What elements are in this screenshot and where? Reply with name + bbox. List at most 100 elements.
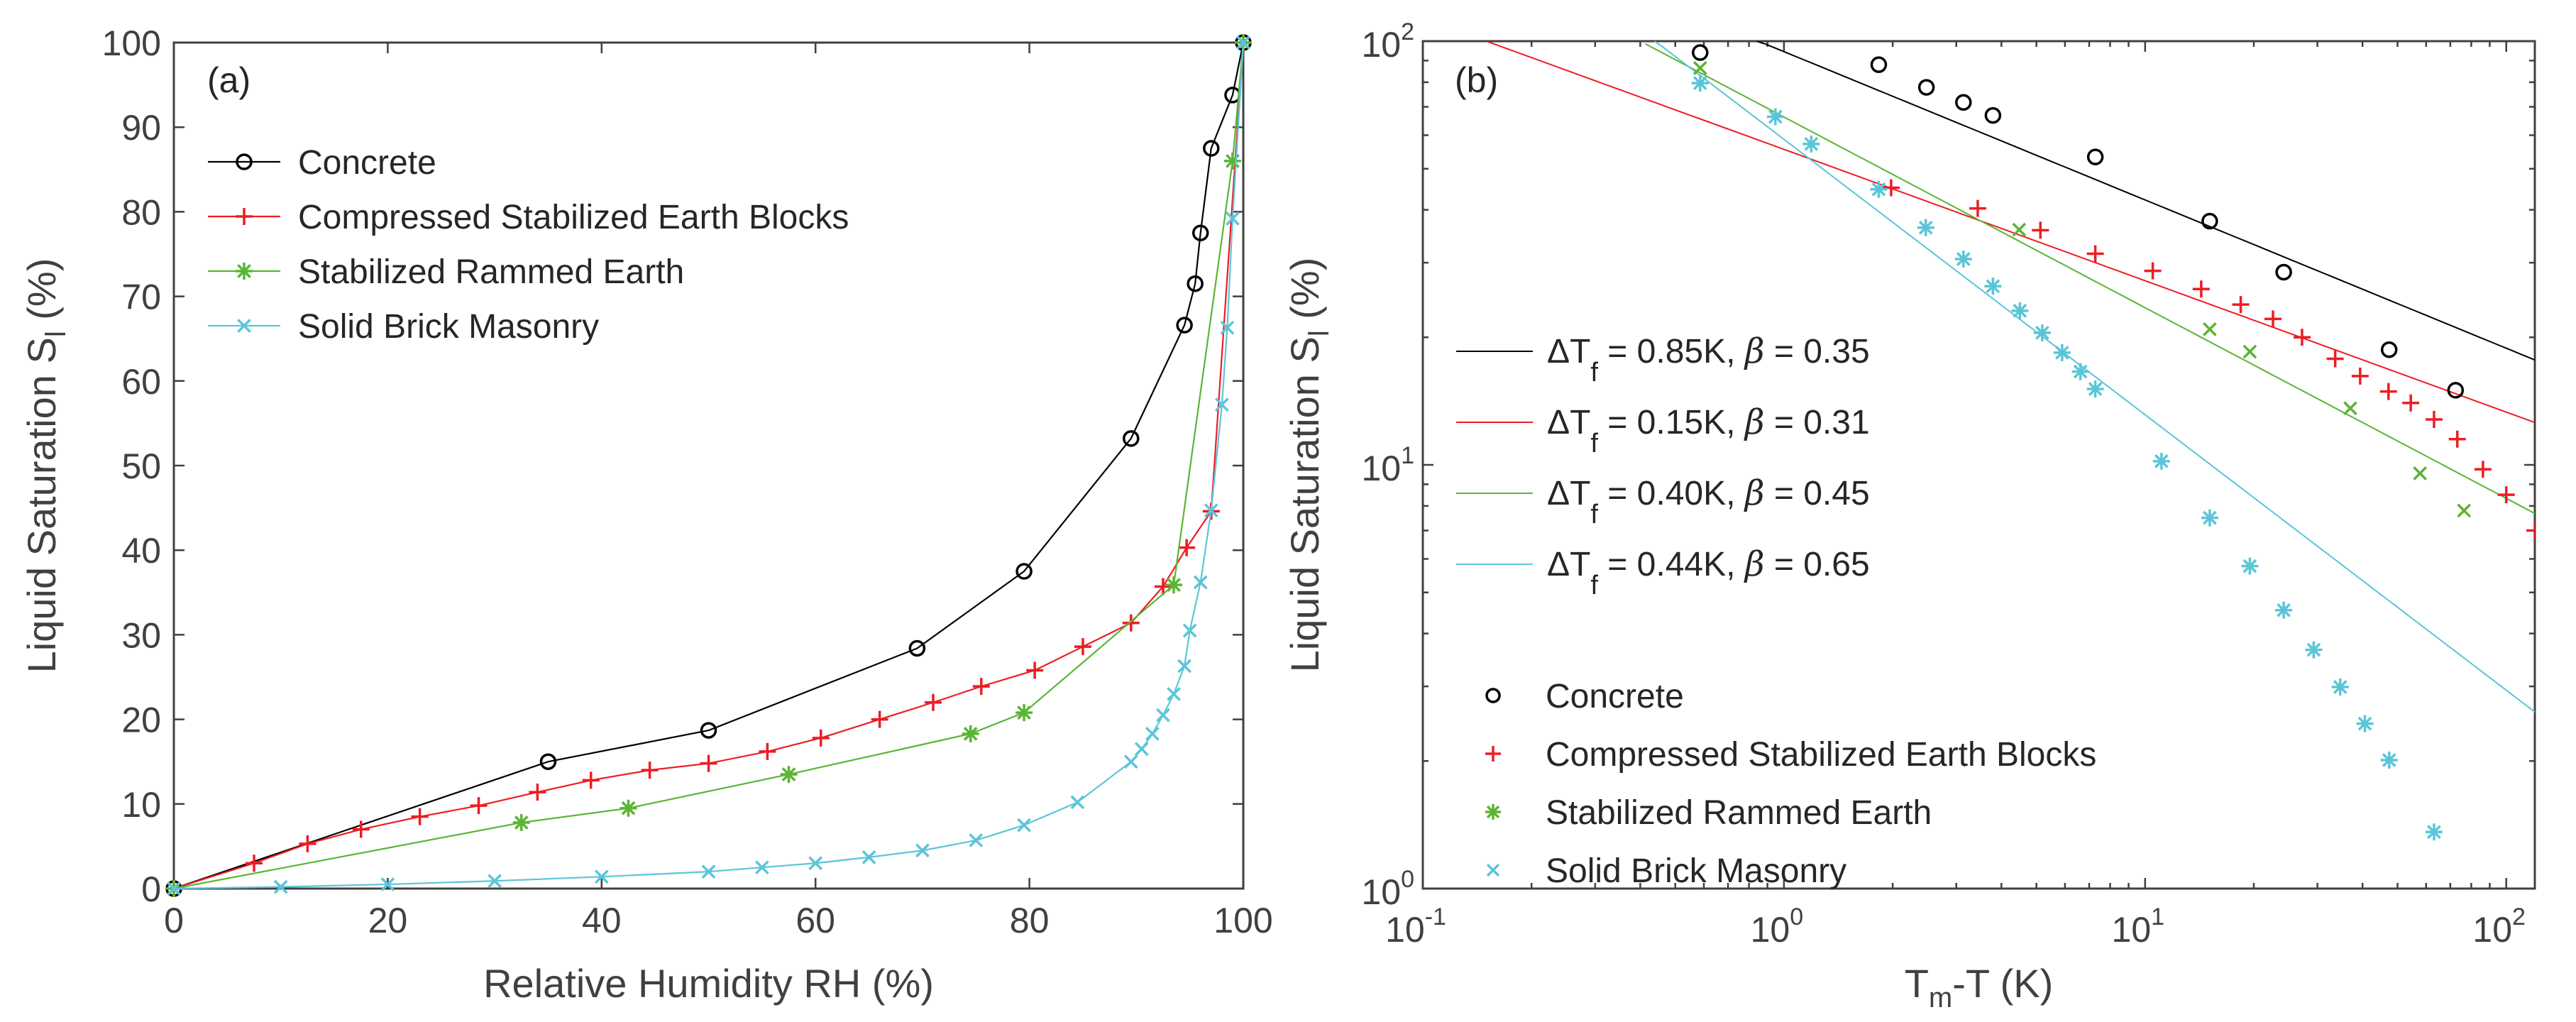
circle-marker	[1917, 79, 1935, 96]
cross-marker	[1220, 320, 1235, 335]
asterisk-marker	[2331, 678, 2349, 696]
asterisk-mark	[2380, 751, 2398, 769]
plus-mark	[2264, 310, 2282, 328]
series-line	[173, 42, 1245, 890]
plus-mark	[236, 208, 253, 225]
series-stabilized-rammed-earth	[1692, 61, 2472, 518]
legend-item: Stabilized Rammed Earth	[1485, 794, 1932, 832]
cross-marker	[2242, 344, 2257, 359]
x-label-suffix: -T (K)	[1952, 961, 2053, 1006]
tick-exponent: 2	[1401, 18, 1414, 45]
circle-mark	[1176, 317, 1193, 334]
series-solid-brick-masonry	[1691, 75, 2443, 841]
plus-mark	[1969, 199, 1986, 217]
plus-mark	[582, 771, 600, 789]
fit-legend-item: ΔTf = 0.40K, β = 0.45	[1456, 473, 1870, 529]
cross-mark	[2242, 344, 2257, 359]
tick-exponent: 2	[2512, 903, 2526, 930]
tick-exponent: -1	[1425, 903, 1446, 930]
circle-mark	[1917, 79, 1935, 96]
circle-mark	[908, 639, 926, 657]
plus-mark	[2144, 262, 2162, 280]
plus-mark	[2474, 461, 2492, 478]
asterisk-marker	[2033, 324, 2051, 341]
circle-marker	[2380, 341, 2398, 358]
y-tick-label: 90	[121, 108, 161, 148]
asterisk-marker	[1802, 135, 1820, 153]
cross-mark	[701, 864, 716, 879]
cross-mark	[488, 874, 502, 889]
circle-marker	[1692, 44, 1709, 61]
x-axis-label: Tm-T (K)	[1905, 961, 2054, 1013]
asterisk-marker	[2356, 715, 2374, 732]
fit-legend-item: ΔTf = 0.15K, β = 0.31	[1456, 402, 1870, 458]
circle-marker	[1123, 430, 1140, 447]
tick-base: 10	[1361, 449, 1401, 488]
cross-marker	[380, 877, 395, 891]
asterisk-marker	[1870, 180, 1888, 198]
y-label-main: Liquid Saturation S	[19, 337, 64, 673]
asterisk-marker	[2086, 380, 2104, 398]
plus-mark	[759, 742, 776, 760]
plus-mark	[2192, 280, 2210, 298]
circle-mark	[1870, 56, 1888, 73]
series-concrete	[165, 34, 1252, 897]
cross-marker	[1167, 686, 1181, 701]
plus-marker	[1485, 746, 1501, 762]
beta-symbol: β	[1744, 544, 1765, 584]
plus-mark	[1026, 661, 1044, 679]
asterisk-mark	[2275, 601, 2293, 619]
plot-frame	[1421, 40, 2536, 890]
asterisk-mark	[2071, 363, 2089, 380]
plus-mark	[2032, 221, 2049, 239]
plus-mark	[246, 855, 263, 872]
plus-marker	[2448, 430, 2466, 448]
cross-mark	[237, 319, 251, 333]
plus-mark	[1154, 578, 1172, 595]
legend-item: Concrete	[1485, 678, 1684, 715]
asterisk-marker	[236, 263, 253, 280]
asterisk-mark	[2425, 823, 2443, 841]
plus-mark	[812, 729, 830, 747]
tick-base: 10	[2112, 910, 2152, 950]
circle-mark	[539, 753, 557, 770]
fit-legend-label: ΔTf = 0.15K, β = 0.31	[1547, 402, 1870, 458]
plus-mark	[1882, 179, 1900, 197]
x-label-main: T	[1905, 961, 1929, 1006]
delta-t-symbol: ΔT	[1547, 546, 1590, 583]
circle-mark	[2086, 148, 2104, 165]
beta-value: = 0.31	[1765, 404, 1870, 441]
plus-marker	[871, 710, 888, 728]
circle-marker	[1485, 688, 1501, 703]
y-tick-label: 101	[1361, 442, 1414, 488]
cross-mark	[1182, 623, 1197, 638]
circle-marker	[539, 753, 557, 770]
plus-mark	[700, 754, 717, 772]
y-tick-label: 70	[121, 278, 161, 317]
asterisk-mark	[1917, 219, 1934, 236]
circle-marker	[1015, 563, 1033, 580]
cross-marker	[1145, 726, 1160, 741]
beta-value: = 0.65	[1765, 546, 1870, 583]
plus-mark	[871, 710, 888, 728]
plus-marker	[1154, 578, 1172, 595]
plus-marker	[2144, 262, 2162, 280]
cross-mark	[1156, 708, 1170, 722]
plus-marker	[641, 762, 659, 779]
y-tick-label: 40	[121, 531, 161, 571]
asterisk-mark	[2086, 380, 2104, 398]
asterisk-marker	[2201, 509, 2218, 527]
panel-label: (a)	[207, 60, 251, 100]
fit-line	[1487, 41, 2535, 424]
plus-marker	[246, 855, 263, 872]
plus-marker	[1178, 539, 1196, 556]
subscript-f: f	[1590, 429, 1598, 458]
marker-legend: Concrete Compressed Stabilized Earth Bloc…	[1485, 678, 2096, 890]
cross-marker	[1692, 61, 1707, 75]
cross-marker	[594, 869, 609, 884]
cross-mark	[273, 879, 288, 894]
cross-marker	[1134, 742, 1149, 757]
x-tick-label: 0	[164, 901, 184, 940]
cross-mark	[969, 833, 984, 847]
fit-legend-label: ΔTf = 0.44K, β = 0.65	[1547, 544, 1870, 600]
